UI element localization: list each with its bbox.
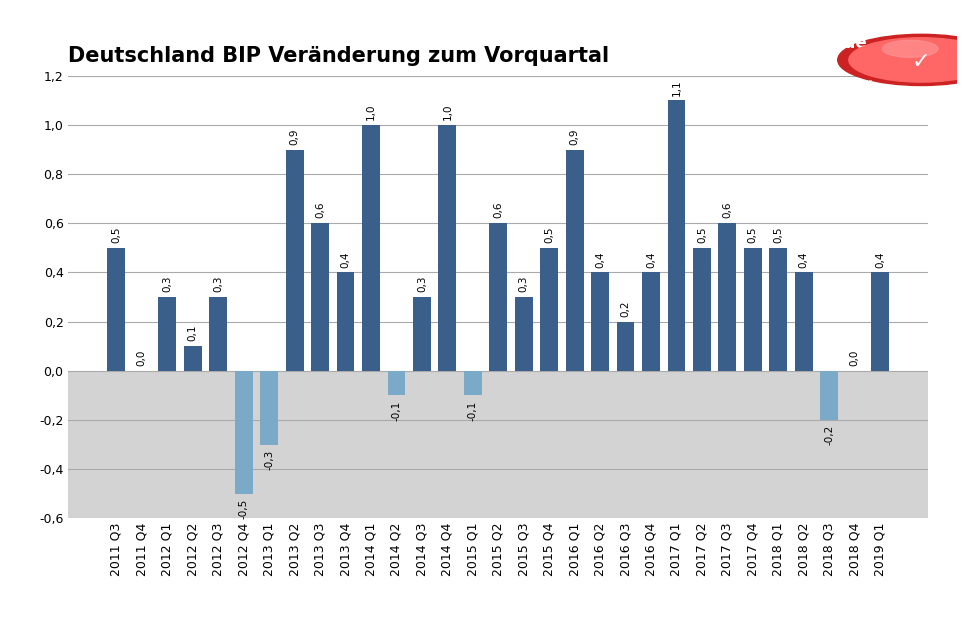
Text: ✓: ✓ (912, 52, 930, 71)
Bar (743, 248, 762, 371)
Text: 0,4: 0,4 (341, 251, 351, 267)
Text: 0,4: 0,4 (875, 251, 885, 267)
Bar (693, 248, 711, 371)
Text: 0,9: 0,9 (570, 128, 579, 145)
Circle shape (882, 40, 938, 58)
Text: 0,0: 0,0 (137, 349, 147, 366)
Text: 0,5: 0,5 (774, 226, 784, 243)
Text: -0,5: -0,5 (238, 499, 249, 519)
Text: 0,5: 0,5 (747, 226, 758, 243)
Bar (616, 322, 634, 371)
Text: 0,2: 0,2 (620, 300, 630, 317)
Bar (566, 150, 583, 371)
Text: 0,0: 0,0 (850, 349, 860, 366)
Text: 0,6: 0,6 (315, 202, 325, 219)
Text: 0,5: 0,5 (544, 226, 554, 243)
Text: 0,1: 0,1 (188, 325, 197, 341)
Text: 0,3: 0,3 (162, 276, 172, 292)
Text: -0,3: -0,3 (264, 449, 275, 470)
Bar (871, 272, 889, 371)
Text: -0,1: -0,1 (392, 400, 402, 420)
Bar (68, 371, 928, 518)
Text: 0,3: 0,3 (213, 276, 223, 292)
Text: 1,0: 1,0 (366, 104, 376, 120)
Text: 0,3: 0,3 (417, 276, 427, 292)
Text: unabhängig • strategisch • treffsicher: unabhängig • strategisch • treffsicher (725, 78, 872, 87)
Bar (718, 223, 737, 371)
Text: 0,4: 0,4 (646, 251, 656, 267)
Bar (821, 371, 838, 420)
Bar (413, 297, 431, 371)
Text: -0,2: -0,2 (825, 425, 834, 445)
Bar (285, 150, 304, 371)
Bar (540, 248, 558, 371)
Text: stockstreet.de: stockstreet.de (731, 34, 868, 52)
Bar (209, 297, 227, 371)
Circle shape (849, 38, 977, 82)
Bar (158, 297, 176, 371)
Text: 0,3: 0,3 (519, 276, 529, 292)
Bar (388, 371, 405, 396)
Text: 0,5: 0,5 (697, 226, 707, 243)
Text: 0,6: 0,6 (493, 202, 503, 219)
Bar (337, 272, 355, 371)
Bar (107, 248, 125, 371)
Text: 1,1: 1,1 (671, 79, 682, 95)
Bar (642, 272, 659, 371)
Bar (515, 297, 532, 371)
Text: 0,4: 0,4 (799, 251, 809, 267)
Bar (489, 223, 507, 371)
Bar (439, 125, 456, 371)
Text: 0,5: 0,5 (111, 226, 121, 243)
Bar (311, 223, 329, 371)
Text: -0,1: -0,1 (468, 400, 478, 420)
Circle shape (837, 34, 977, 85)
Bar (667, 100, 686, 371)
Text: 0,4: 0,4 (595, 251, 605, 267)
Text: Deutschland BIP Veränderung zum Vorquartal: Deutschland BIP Veränderung zum Vorquart… (68, 46, 610, 66)
Bar (362, 125, 380, 371)
Bar (234, 371, 253, 494)
Bar (591, 272, 609, 371)
Bar (260, 371, 278, 444)
Text: 0,6: 0,6 (722, 202, 733, 219)
Bar (184, 346, 201, 371)
Bar (795, 272, 813, 371)
Text: 0,9: 0,9 (289, 128, 300, 145)
Text: 1,0: 1,0 (443, 104, 452, 120)
Bar (464, 371, 482, 396)
Bar (770, 248, 787, 371)
